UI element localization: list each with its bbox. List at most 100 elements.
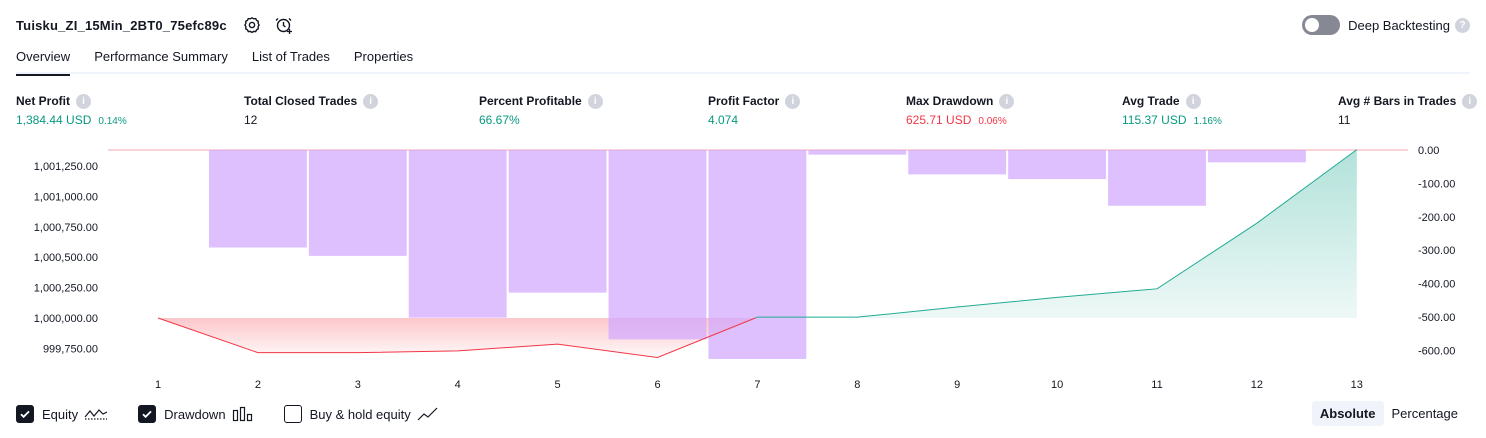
absolute-button[interactable]: Absolute <box>1311 401 1384 426</box>
x-axis-tick: 2 <box>255 379 261 391</box>
x-axis-tick: 4 <box>455 379 461 391</box>
scale-mode-toggle: Absolute Percentage <box>1311 401 1466 426</box>
metric-label: Percent Profitable <box>479 94 582 108</box>
metric-avg-trade: Avg Trade i 115.37 USD 1.16% <box>1122 93 1222 127</box>
tab-performance-summary[interactable]: Performance Summary <box>94 49 228 64</box>
right-axis-tick: -600.00 <box>1418 345 1455 357</box>
left-axis-tick: 1,001,250.00 <box>34 161 98 173</box>
deep-backtesting-label: Deep Backtesting <box>1348 17 1450 33</box>
metric-percent: 1.16% <box>1193 116 1222 127</box>
drawdown-bar <box>908 150 1007 175</box>
right-axis-tick: -100.00 <box>1418 178 1455 190</box>
left-axis-tick: 999,750.00 <box>43 343 98 355</box>
x-axis-tick: 11 <box>1151 379 1162 391</box>
equity-drawdown-chart[interactable]: 1,001,250.00 1,001,000.00 1,000,750.00 1,00… <box>0 140 1486 400</box>
add-alert-icon[interactable] <box>273 14 295 36</box>
metric-value: 66.67% <box>479 113 520 127</box>
metric-label: Total Closed Trades <box>244 94 358 108</box>
right-axis-tick: -200.00 <box>1418 212 1455 224</box>
metric-value: 115.37 USD <box>1122 113 1187 127</box>
x-axis-tick: 1 <box>155 379 161 391</box>
x-axis-tick: 5 <box>555 379 561 391</box>
drawdown-bar <box>308 150 407 256</box>
metric-percent: 0.06% <box>978 116 1007 127</box>
percentage-button[interactable]: Percentage <box>1391 406 1459 421</box>
drawdown-bar <box>408 150 507 318</box>
metric-value: 12 <box>244 113 258 127</box>
legend-equity[interactable]: Equity <box>16 405 108 423</box>
drawdown-bar <box>708 150 807 359</box>
drawdown-bar <box>508 150 607 293</box>
metric-value: 11 <box>1338 113 1351 127</box>
help-icon[interactable]: ? <box>1455 17 1470 33</box>
legend-label: Buy & hold equity <box>309 406 411 422</box>
deep-backtesting-toggle[interactable] <box>1302 15 1341 35</box>
metric-label: Avg # Bars in Trades <box>1338 94 1457 108</box>
help-icon[interactable]: i <box>999 93 1015 109</box>
chart-legend: Equity Drawdown Buy & hold equity <box>16 402 471 426</box>
drawdown-checkbox[interactable] <box>138 405 157 423</box>
drawdown-bar <box>1108 150 1206 206</box>
x-axis-tick: 8 <box>854 379 860 391</box>
x-axis-tick: 7 <box>754 379 760 391</box>
metric-label: Max Drawdown <box>906 94 994 108</box>
strategy-header: Tuisku_ZI_15Min_2BT0_75efc89c <box>16 12 295 38</box>
drawdown-bar <box>1207 150 1306 163</box>
metric-value: 625.71 USD <box>906 113 972 127</box>
left-axis-tick: 1,000,750.00 <box>34 222 98 234</box>
legend-label: Equity <box>42 406 79 422</box>
help-icon[interactable]: i <box>363 93 379 109</box>
drawdown-bar <box>1008 150 1107 180</box>
drawdown-bar <box>208 150 307 248</box>
x-axis-tick: 12 <box>1251 379 1263 391</box>
metric-percent-profitable: Percent Profitable i 66.67% <box>479 93 603 127</box>
right-axis-tick: -300.00 <box>1418 245 1455 257</box>
metric-total-closed-trades: Total Closed Trades i 12 <box>244 93 379 127</box>
x-axis-tick: 3 <box>355 379 361 391</box>
deep-backtesting: Deep Backtesting ? <box>1302 12 1470 38</box>
equity-profit-area <box>755 149 1357 318</box>
settings-icon[interactable] <box>241 14 263 36</box>
help-icon[interactable]: i <box>1462 93 1478 109</box>
left-axis-tick: 1,001,000.00 <box>34 191 98 203</box>
x-axis-tick: 9 <box>954 379 960 391</box>
help-icon[interactable]: i <box>76 93 91 109</box>
legend-drawdown[interactable]: Drawdown <box>138 405 253 423</box>
x-axis-tick: 6 <box>654 379 660 391</box>
equity-line-icon <box>84 407 108 421</box>
left-axis-tick: 1,000,500.00 <box>34 252 98 264</box>
help-icon[interactable]: i <box>1185 93 1201 109</box>
drawdown-bar <box>808 150 907 155</box>
metric-avg-bars: Avg # Bars in Trades i 11 <box>1338 93 1478 127</box>
metric-net-profit: Net Profit i 1,384.44 USD 0.14% <box>16 93 127 127</box>
tab-overview[interactable]: Overview <box>16 44 71 76</box>
right-axis-tick: 0.00 <box>1418 145 1439 157</box>
help-icon[interactable]: i <box>587 93 603 109</box>
buy-hold-line-icon <box>417 406 441 422</box>
right-axis-tick: -400.00 <box>1418 279 1455 291</box>
tab-list-of-trades[interactable]: List of Trades <box>251 49 330 64</box>
tab-properties[interactable]: Properties <box>353 49 414 64</box>
metric-label: Avg Trade <box>1122 94 1180 108</box>
left-axis-tick: 1,000,000.00 <box>34 313 98 325</box>
strategy-name: Tuisku_ZI_15Min_2BT0_75efc89c <box>16 17 227 33</box>
legend-label: Drawdown <box>164 406 226 422</box>
left-axis-tick: 1,000,250.00 <box>34 283 98 295</box>
metric-label: Profit Factor <box>708 94 780 108</box>
x-axis-tick: 10 <box>1051 379 1063 391</box>
equity-line-profit <box>755 149 1358 319</box>
drawdown-bar <box>608 150 707 340</box>
help-icon[interactable]: i <box>785 93 801 109</box>
metric-label: Net Profit <box>16 94 70 108</box>
right-axis-tick: -500.00 <box>1418 312 1455 324</box>
tab-bar: Overview Performance Summary List of Tra… <box>16 44 1470 76</box>
metric-value: 1,384.44 USD <box>16 113 92 127</box>
legend-buy-hold[interactable]: Buy & hold equity <box>283 405 441 423</box>
buy-hold-checkbox[interactable] <box>283 405 302 423</box>
equity-checkbox[interactable] <box>16 405 34 423</box>
metric-max-drawdown: Max Drawdown i 625.71 USD 0.06% <box>906 93 1015 127</box>
x-axis-tick: 13 <box>1351 379 1363 391</box>
metric-value: 4.074 <box>708 113 739 127</box>
equity-loss-area <box>158 318 756 358</box>
metric-profit-factor: Profit Factor i 4.074 <box>708 93 801 127</box>
